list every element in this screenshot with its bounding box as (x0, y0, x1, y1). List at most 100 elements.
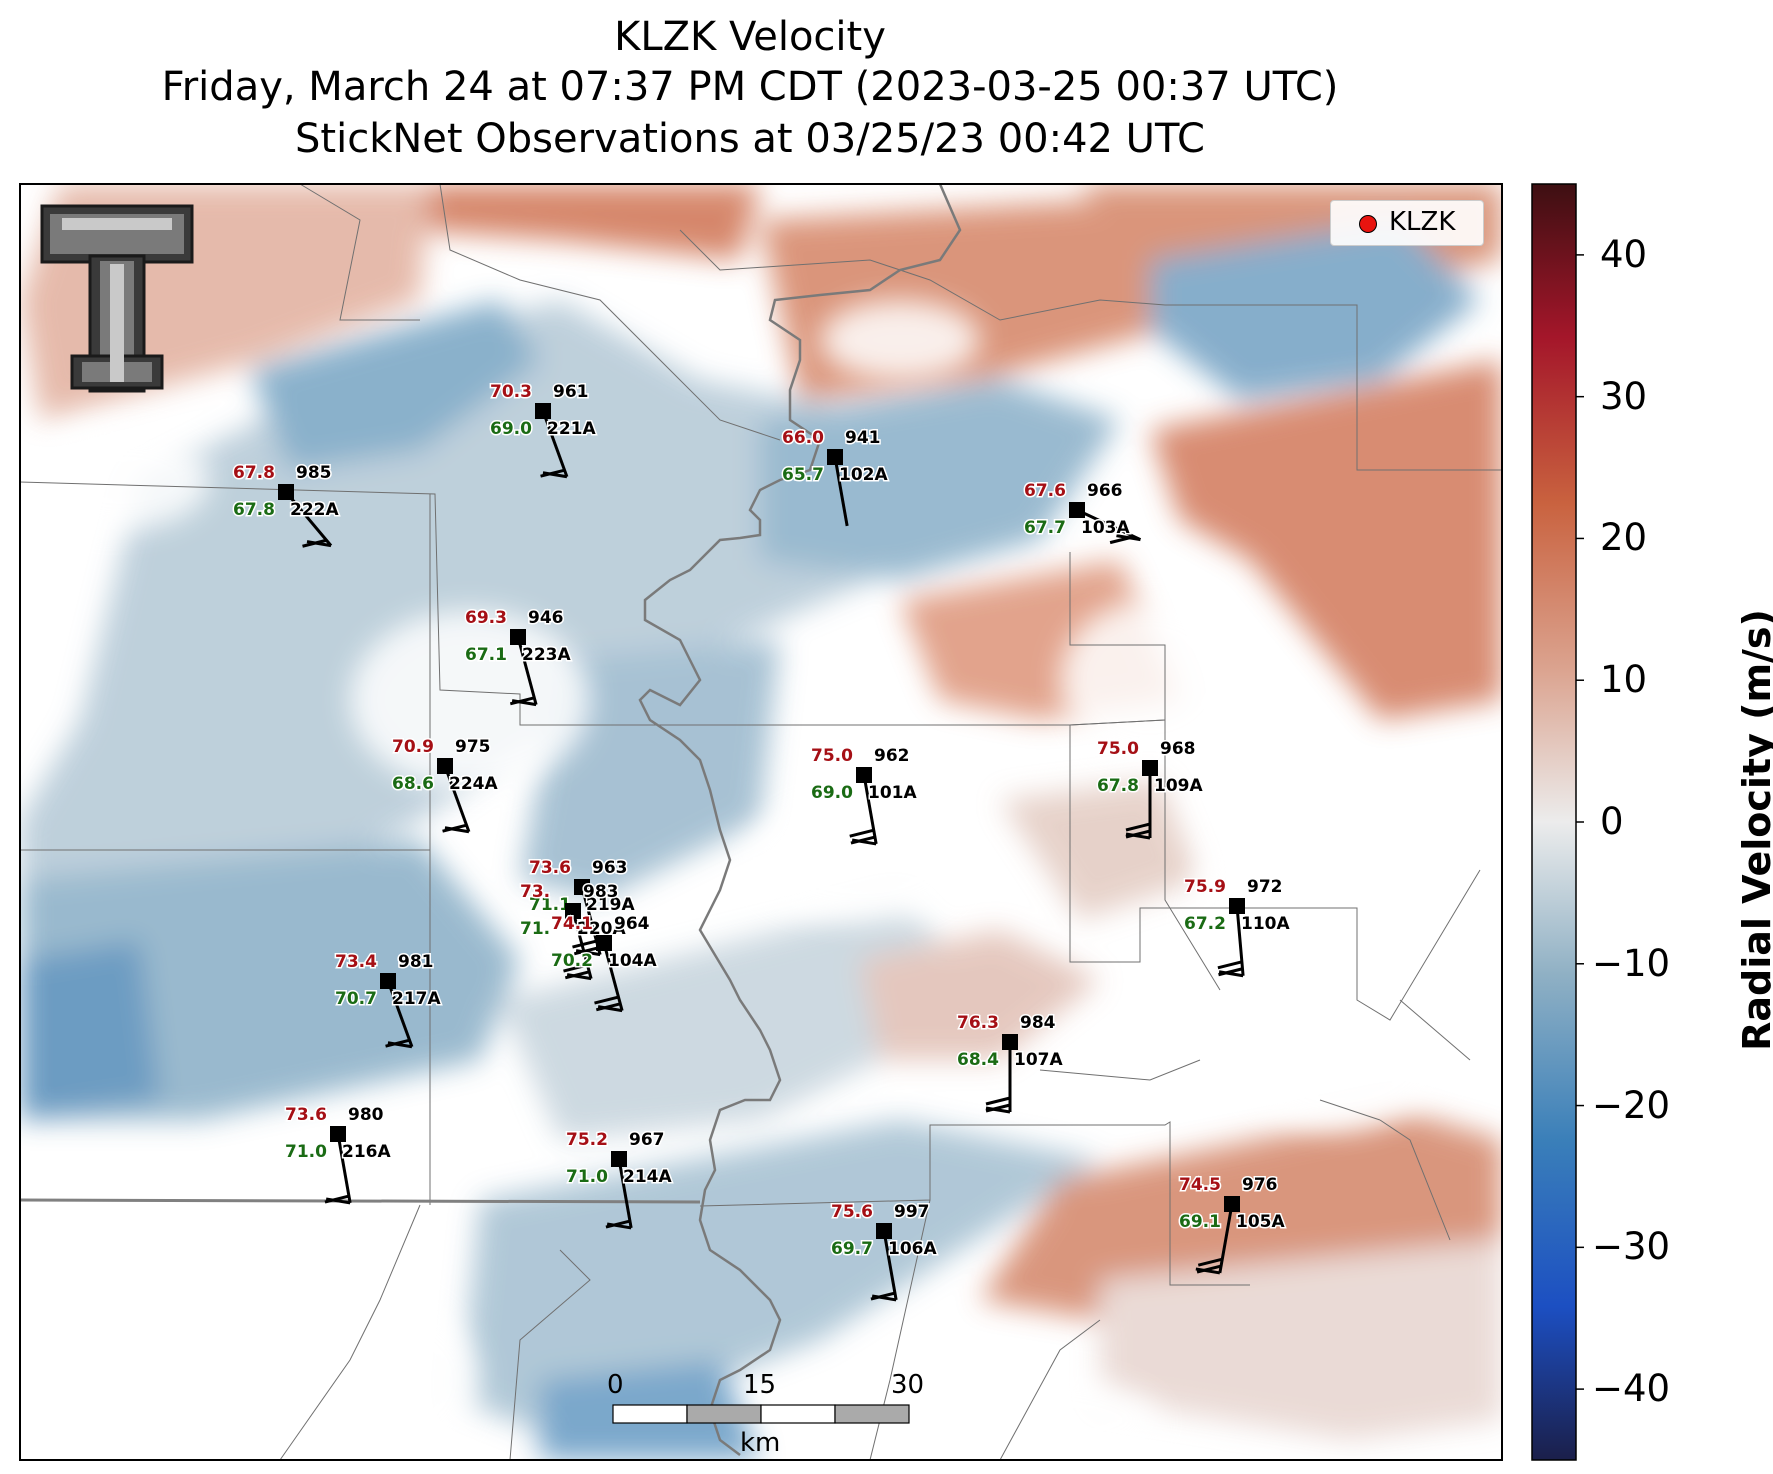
station-dewpoint: 67.2 (1184, 914, 1226, 934)
wind-barb-flag (985, 1096, 1011, 1106)
colorbar-tick-label: −20 (1592, 1083, 1671, 1127)
wind-barb-flag (594, 995, 619, 1005)
station-pressure: 946 (528, 608, 564, 628)
station-temperature: 75.0 (811, 746, 853, 766)
wind-barb-staff (833, 456, 849, 527)
wind-barb-staff (1235, 905, 1245, 976)
station-pressure: 963 (592, 858, 628, 878)
stations-layer: 67.8 985 67.8 222A 70.3 961 69.0 221A 66.0 941 65.… (232, 381, 1292, 1302)
station-dewpoint: 67.7 (1024, 518, 1066, 538)
scalebar-tick-0: 0 (607, 1370, 624, 1400)
wind-barb-flag (509, 696, 535, 706)
station-dewpoint: 65.7 (782, 465, 824, 485)
station-dewpoint: 71.1 (529, 895, 571, 915)
station-temperature: 75.6 (831, 1202, 873, 1222)
station-pressure: 980 (348, 1105, 384, 1125)
station-temperature: 73.4 (335, 952, 377, 972)
wind-barb-flag (1218, 967, 1243, 977)
radar-site-marker-icon (1359, 215, 1377, 233)
station-marker-icon (380, 973, 396, 989)
wind-barb-flag (573, 946, 599, 956)
colorbar-tick-label: −10 (1592, 941, 1671, 985)
station-217A: 73.4 981 70.7 217A (334, 951, 443, 1049)
wind-barb-flag (1195, 1267, 1221, 1275)
scale-bar (612, 1404, 910, 1424)
station-pressure: 983 (583, 882, 619, 902)
station-103A: 67.6 966 67.7 103A (1023, 480, 1142, 545)
wind-barb-staff (571, 910, 593, 980)
station-temperature: 69.3 (465, 608, 507, 628)
wind-barb-staff (516, 636, 538, 706)
wind-barb-flag (1109, 535, 1135, 545)
station-marker-icon (596, 935, 612, 951)
station-marker-icon (827, 449, 843, 465)
station-id: 221A (547, 419, 596, 439)
legend-label: KLZK (1389, 207, 1456, 237)
station-223A: 69.3 946 67.1 223A (464, 607, 573, 707)
wind-barb-flag (595, 1002, 621, 1012)
wind-barb-flag (442, 823, 467, 833)
station-temperature: 76.3 (957, 1013, 999, 1033)
wind-barb-flag (870, 1291, 896, 1301)
station-marker-icon (565, 903, 581, 919)
station-id: 217A (392, 989, 441, 1009)
station-id: 214A (623, 1167, 672, 1187)
station-109A: 75.0 968 67.8 109A (1096, 738, 1205, 840)
station-marker-icon (1224, 1196, 1240, 1212)
station-dewpoint: 71. (520, 919, 550, 939)
station-214A: 75.2 967 71.0 214A (565, 1129, 674, 1230)
station-marker-icon (437, 758, 453, 774)
station-216A: 73.6 980 71.0 216A (284, 1104, 393, 1205)
station-temperature: 74.5 (1179, 1175, 1221, 1195)
station-id: 107A (1014, 1050, 1063, 1070)
wind-barb-flag (605, 1219, 631, 1229)
wind-barb-flag (540, 468, 565, 478)
wind-barb-staff (1218, 1203, 1234, 1274)
station-pressure: 984 (1020, 1013, 1056, 1033)
station-id: 101A (868, 783, 917, 803)
station-temperature: 67.8 (233, 463, 275, 483)
station-pressure: 961 (553, 382, 589, 402)
wind-barb-flag (1125, 822, 1151, 832)
station-pressure: 941 (845, 428, 881, 448)
station-dewpoint: 67.8 (1097, 776, 1139, 796)
wind-barb-staff (386, 980, 414, 1048)
station-106A: 75.6 997 69.7 106A (830, 1201, 939, 1302)
station-marker-icon (510, 629, 526, 645)
station-id: 223A (522, 645, 571, 665)
station-id: 110A (1241, 914, 1290, 934)
station-id: 102A (839, 465, 888, 485)
station-temperature: 70.9 (392, 737, 434, 757)
station-102A: 66.0 941 65.7 102A (781, 427, 890, 527)
title-line-3: StickNet Observations at 03/25/23 00:42 … (295, 116, 1205, 162)
station-pressure: 964 (614, 914, 650, 934)
colorbar (1531, 183, 1584, 1461)
wind-barb-flag (1197, 1257, 1223, 1267)
plot-frame (19, 183, 1503, 1461)
wind-barb-staff (602, 942, 624, 1012)
station-id: 216A (342, 1142, 391, 1162)
station-marker-icon (1229, 898, 1245, 914)
colorbar-tick-label: −30 (1592, 1225, 1671, 1269)
station-temperature: 66.0 (782, 428, 824, 448)
station-dewpoint: 71.0 (566, 1167, 608, 1187)
wind-barb-staff (862, 774, 878, 845)
station-dewpoint: 68.4 (957, 1050, 999, 1070)
station-temperature: 73.6 (285, 1105, 327, 1125)
station-224A: 70.9 975 68.6 224A (391, 736, 500, 834)
station-pressure: 985 (296, 463, 332, 483)
legend: KLZK (1330, 200, 1484, 246)
station-221A: 70.3 961 69.0 221A (489, 381, 598, 479)
station-temperature: 75.2 (566, 1130, 608, 1150)
station-marker-icon (856, 767, 872, 783)
map-plot-area (19, 183, 1503, 1461)
wind-barb-staff (541, 410, 569, 478)
station-dewpoint: 69.0 (811, 783, 853, 803)
station-id: 109A (1154, 776, 1203, 796)
station-dewpoint: 71.0 (285, 1142, 327, 1162)
station-pressure: 966 (1087, 481, 1123, 501)
station-pressure: 997 (894, 1202, 930, 1222)
scalebar-tick-30: 30 (891, 1370, 925, 1400)
station-222A: 67.8 985 67.8 222A (232, 462, 341, 548)
station-107A: 76.3 984 68.4 107A (956, 1012, 1065, 1114)
